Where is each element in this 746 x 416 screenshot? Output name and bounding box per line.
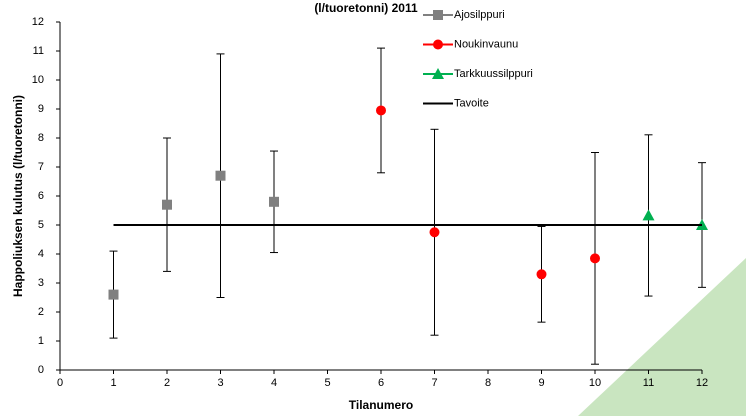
- legend-label: Tarkkuussilppuri: [454, 68, 533, 80]
- x-tick-label: 1: [110, 377, 116, 389]
- marker: [108, 289, 119, 300]
- marker: [642, 209, 655, 221]
- x-tick-label: 4: [271, 377, 277, 389]
- x-tick-label: 5: [324, 377, 330, 389]
- marker: [376, 105, 386, 116]
- x-tick-label: 11: [643, 377, 654, 389]
- legend-label: Tavoite: [454, 97, 489, 109]
- legend-label: Ajosilppuri: [454, 9, 505, 21]
- x-tick-label: 9: [538, 377, 544, 389]
- x-axis-label: Tilanumero: [349, 398, 413, 412]
- x-tick-label: 7: [431, 377, 437, 389]
- y-tick-label: 1: [38, 335, 44, 347]
- y-tick-label: 9: [38, 103, 44, 115]
- y-tick-label: 10: [32, 74, 44, 86]
- y-tick-label: 8: [38, 132, 44, 144]
- x-tick-label: 2: [164, 377, 170, 389]
- y-tick-label: 12: [32, 16, 44, 28]
- chart-title: (l/tuoretonni) 2011: [314, 1, 418, 15]
- y-tick-label: 3: [38, 277, 44, 289]
- x-tick-label: 8: [485, 377, 491, 389]
- marker: [429, 227, 440, 238]
- legend-marker: [433, 39, 443, 50]
- y-tick-label: 4: [38, 248, 44, 260]
- marker: [269, 196, 279, 207]
- x-tick-label: 10: [589, 377, 601, 389]
- legend-marker: [432, 68, 444, 79]
- y-tick-label: 5: [38, 219, 44, 231]
- x-tick-label: 3: [217, 377, 223, 389]
- marker: [590, 253, 600, 264]
- legend-label: Noukinvaunu: [454, 38, 518, 50]
- x-tick-label: 0: [57, 377, 63, 389]
- y-tick-label: 6: [38, 190, 44, 202]
- marker: [162, 199, 172, 210]
- marker: [536, 269, 547, 280]
- y-tick-label: 0: [38, 364, 44, 376]
- y-tick-label: 2: [38, 306, 44, 318]
- decoration: [578, 258, 746, 416]
- x-tick-label: 12: [696, 377, 708, 389]
- x-tick-label: 6: [378, 377, 384, 389]
- marker: [215, 170, 226, 181]
- y-tick-label: 11: [33, 45, 44, 57]
- y-axis-label: Happoliuksen kulutus (l/tuoretonni): [11, 95, 25, 297]
- y-tick-label: 7: [38, 161, 44, 173]
- legend-marker: [433, 10, 443, 20]
